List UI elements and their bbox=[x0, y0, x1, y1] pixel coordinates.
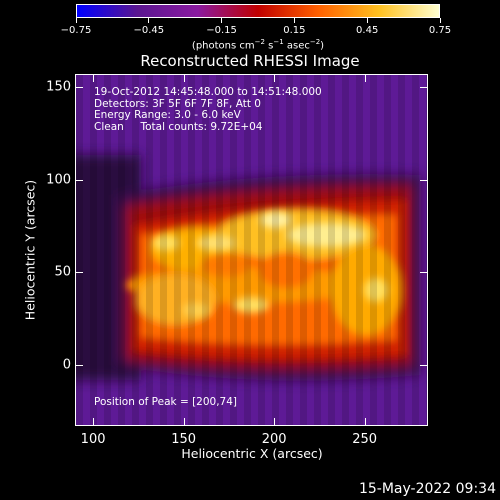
observation-info-line: Detectors: 3F 5F 6F 7F 8F, Att 0 bbox=[94, 97, 261, 110]
y-tick-mark bbox=[420, 364, 428, 366]
colorbar-tick-label: 0.45 bbox=[356, 25, 379, 36]
observation-info-line: 19-Oct-2012 14:45:48.000 to 14:51:48.000 bbox=[94, 86, 322, 98]
y-tick-mark bbox=[420, 179, 428, 181]
timestamp: 15-May-2022 09:34 bbox=[358, 481, 496, 497]
colorbar-tick-label: −0.15 bbox=[206, 25, 237, 36]
observation-info-line: Energy Range: 3.0 - 6.0 keV bbox=[94, 109, 241, 121]
colorbar-tick-label: −0.45 bbox=[133, 25, 165, 36]
y-tick-mark bbox=[75, 364, 83, 366]
y-tick-mark bbox=[75, 86, 83, 88]
y-tick-mark bbox=[75, 272, 83, 274]
x-tick-mark bbox=[93, 418, 95, 426]
rhessi-image-canvas bbox=[76, 75, 427, 425]
colorbar-tick-mark bbox=[439, 18, 441, 23]
observation-info-line: Clean Total counts: 9.72E+04 bbox=[94, 120, 263, 133]
x-tick-mark bbox=[364, 74, 366, 82]
peak-position-label: Position of Peak = [200,74] bbox=[94, 396, 238, 408]
colorbar-tick-mark bbox=[366, 18, 368, 23]
y-tick-label: 100 bbox=[46, 172, 71, 188]
colorbar-tick-label: −0.75 bbox=[60, 25, 92, 36]
y-tick-label: 150 bbox=[46, 79, 71, 95]
x-tick-mark bbox=[93, 74, 95, 82]
x-tick-mark bbox=[183, 74, 185, 82]
y-tick-mark bbox=[75, 179, 83, 181]
colorbar-units: (photons cm−2 s−1 asec−2) bbox=[191, 38, 325, 52]
rhessi-image bbox=[75, 74, 428, 426]
y-tick-mark bbox=[420, 86, 428, 88]
image-artifact-stripes bbox=[76, 75, 427, 425]
x-tick-mark bbox=[364, 418, 366, 426]
colorbar bbox=[76, 4, 440, 18]
y-tick-mark bbox=[420, 272, 428, 274]
plot-title: Reconstructed RHESSI Image bbox=[140, 52, 360, 70]
x-tick-label: 250 bbox=[352, 432, 378, 447]
x-tick-label: 200 bbox=[261, 432, 287, 447]
x-tick-label: 150 bbox=[171, 432, 197, 447]
colorbar-tick-mark bbox=[221, 18, 223, 23]
y-tick-label: 0 bbox=[62, 357, 71, 373]
x-tick-label: 100 bbox=[80, 432, 106, 447]
colorbar-tick-label: 0.15 bbox=[283, 25, 306, 36]
colorbar-tick-mark bbox=[293, 18, 295, 23]
y-tick-label: 50 bbox=[54, 264, 71, 280]
x-tick-mark bbox=[274, 418, 276, 426]
colorbar-tick-mark bbox=[75, 18, 77, 23]
colorbar-tick-label: 0.75 bbox=[428, 25, 452, 36]
x-tick-mark bbox=[274, 74, 276, 82]
x-axis-label: Heliocentric X (arcsec) bbox=[181, 446, 323, 461]
x-tick-mark bbox=[183, 418, 185, 426]
colorbar-tick-mark bbox=[148, 18, 150, 23]
y-axis-label: Heliocentric Y (arcsec) bbox=[22, 179, 38, 321]
